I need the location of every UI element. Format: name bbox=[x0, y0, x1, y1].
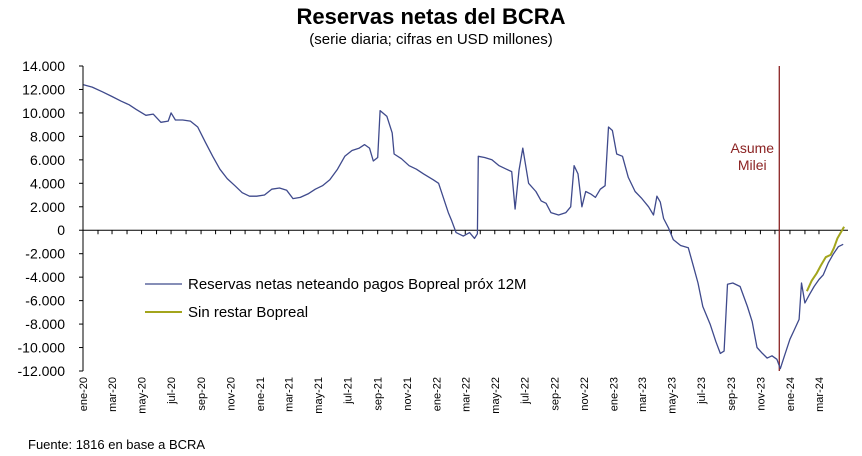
y-tick-label: 12.000 bbox=[22, 81, 65, 97]
y-tick-label: 0 bbox=[57, 222, 65, 238]
y-tick-label: 10.000 bbox=[22, 105, 65, 121]
y-tick-label: 6.000 bbox=[30, 152, 65, 168]
y-tick-label: 8.000 bbox=[30, 128, 65, 144]
chart-subtitle: (serie diaria; cifras en USD millones) bbox=[309, 31, 553, 48]
milei-annotation: Asume bbox=[731, 140, 775, 156]
x-tick-label: mar-22 bbox=[460, 377, 472, 412]
x-tick-label: sep-20 bbox=[196, 377, 208, 411]
x-tick-label: nov-20 bbox=[226, 377, 238, 411]
x-tick-label: ene-22 bbox=[432, 377, 444, 411]
x-tick-label: ene-21 bbox=[255, 377, 267, 411]
y-tick-label: -8.000 bbox=[25, 316, 65, 332]
series-line-2 bbox=[805, 226, 845, 292]
x-tick-label: ene-20 bbox=[78, 377, 90, 411]
source-note: Fuente: 1816 en base a BCRA bbox=[28, 437, 206, 452]
x-tick-label: jul-20 bbox=[166, 377, 178, 405]
x-tick-label: may-23 bbox=[666, 377, 678, 414]
x-tick-label: mar-24 bbox=[814, 377, 826, 412]
x-tick-label: nov-21 bbox=[402, 377, 414, 411]
x-tick-label: mar-23 bbox=[637, 377, 649, 412]
milei-annotation: Milei bbox=[738, 157, 767, 173]
y-tick-label: -10.000 bbox=[18, 340, 66, 356]
series-line-1 bbox=[83, 84, 844, 370]
x-tick-label: jul-21 bbox=[343, 377, 355, 405]
legend-label-1: Reservas netas neteando pagos Bopreal pr… bbox=[188, 276, 527, 293]
y-tick-label: 4.000 bbox=[30, 175, 65, 191]
x-tick-label: ene-24 bbox=[785, 377, 797, 411]
x-tick-label: mar-21 bbox=[284, 377, 296, 412]
y-tick-label: -2.000 bbox=[25, 246, 65, 262]
y-tick-label: -4.000 bbox=[25, 269, 65, 285]
y-tick-label: 14.000 bbox=[22, 58, 65, 74]
x-tick-label: jul-22 bbox=[519, 377, 531, 405]
y-tick-label: -6.000 bbox=[25, 293, 65, 309]
legend-label-2: Sin restar Bopreal bbox=[188, 304, 308, 321]
x-tick-label: sep-23 bbox=[726, 377, 738, 411]
x-tick-label: may-21 bbox=[313, 377, 325, 414]
x-tick-label: may-22 bbox=[490, 377, 502, 414]
x-tick-label: sep-21 bbox=[373, 377, 385, 411]
x-tick-label: nov-22 bbox=[579, 377, 591, 411]
x-tick-label: ene-23 bbox=[608, 377, 620, 411]
x-tick-label: may-20 bbox=[137, 377, 149, 414]
chart-title: Reservas netas del BCRA bbox=[296, 4, 566, 29]
y-tick-label: 2.000 bbox=[30, 199, 65, 215]
x-tick-label: sep-22 bbox=[549, 377, 561, 411]
x-tick-label: jul-23 bbox=[696, 377, 708, 405]
x-tick-label: nov-23 bbox=[755, 377, 767, 411]
x-tick-label: mar-20 bbox=[107, 377, 119, 412]
y-tick-label: -12.000 bbox=[18, 363, 66, 379]
